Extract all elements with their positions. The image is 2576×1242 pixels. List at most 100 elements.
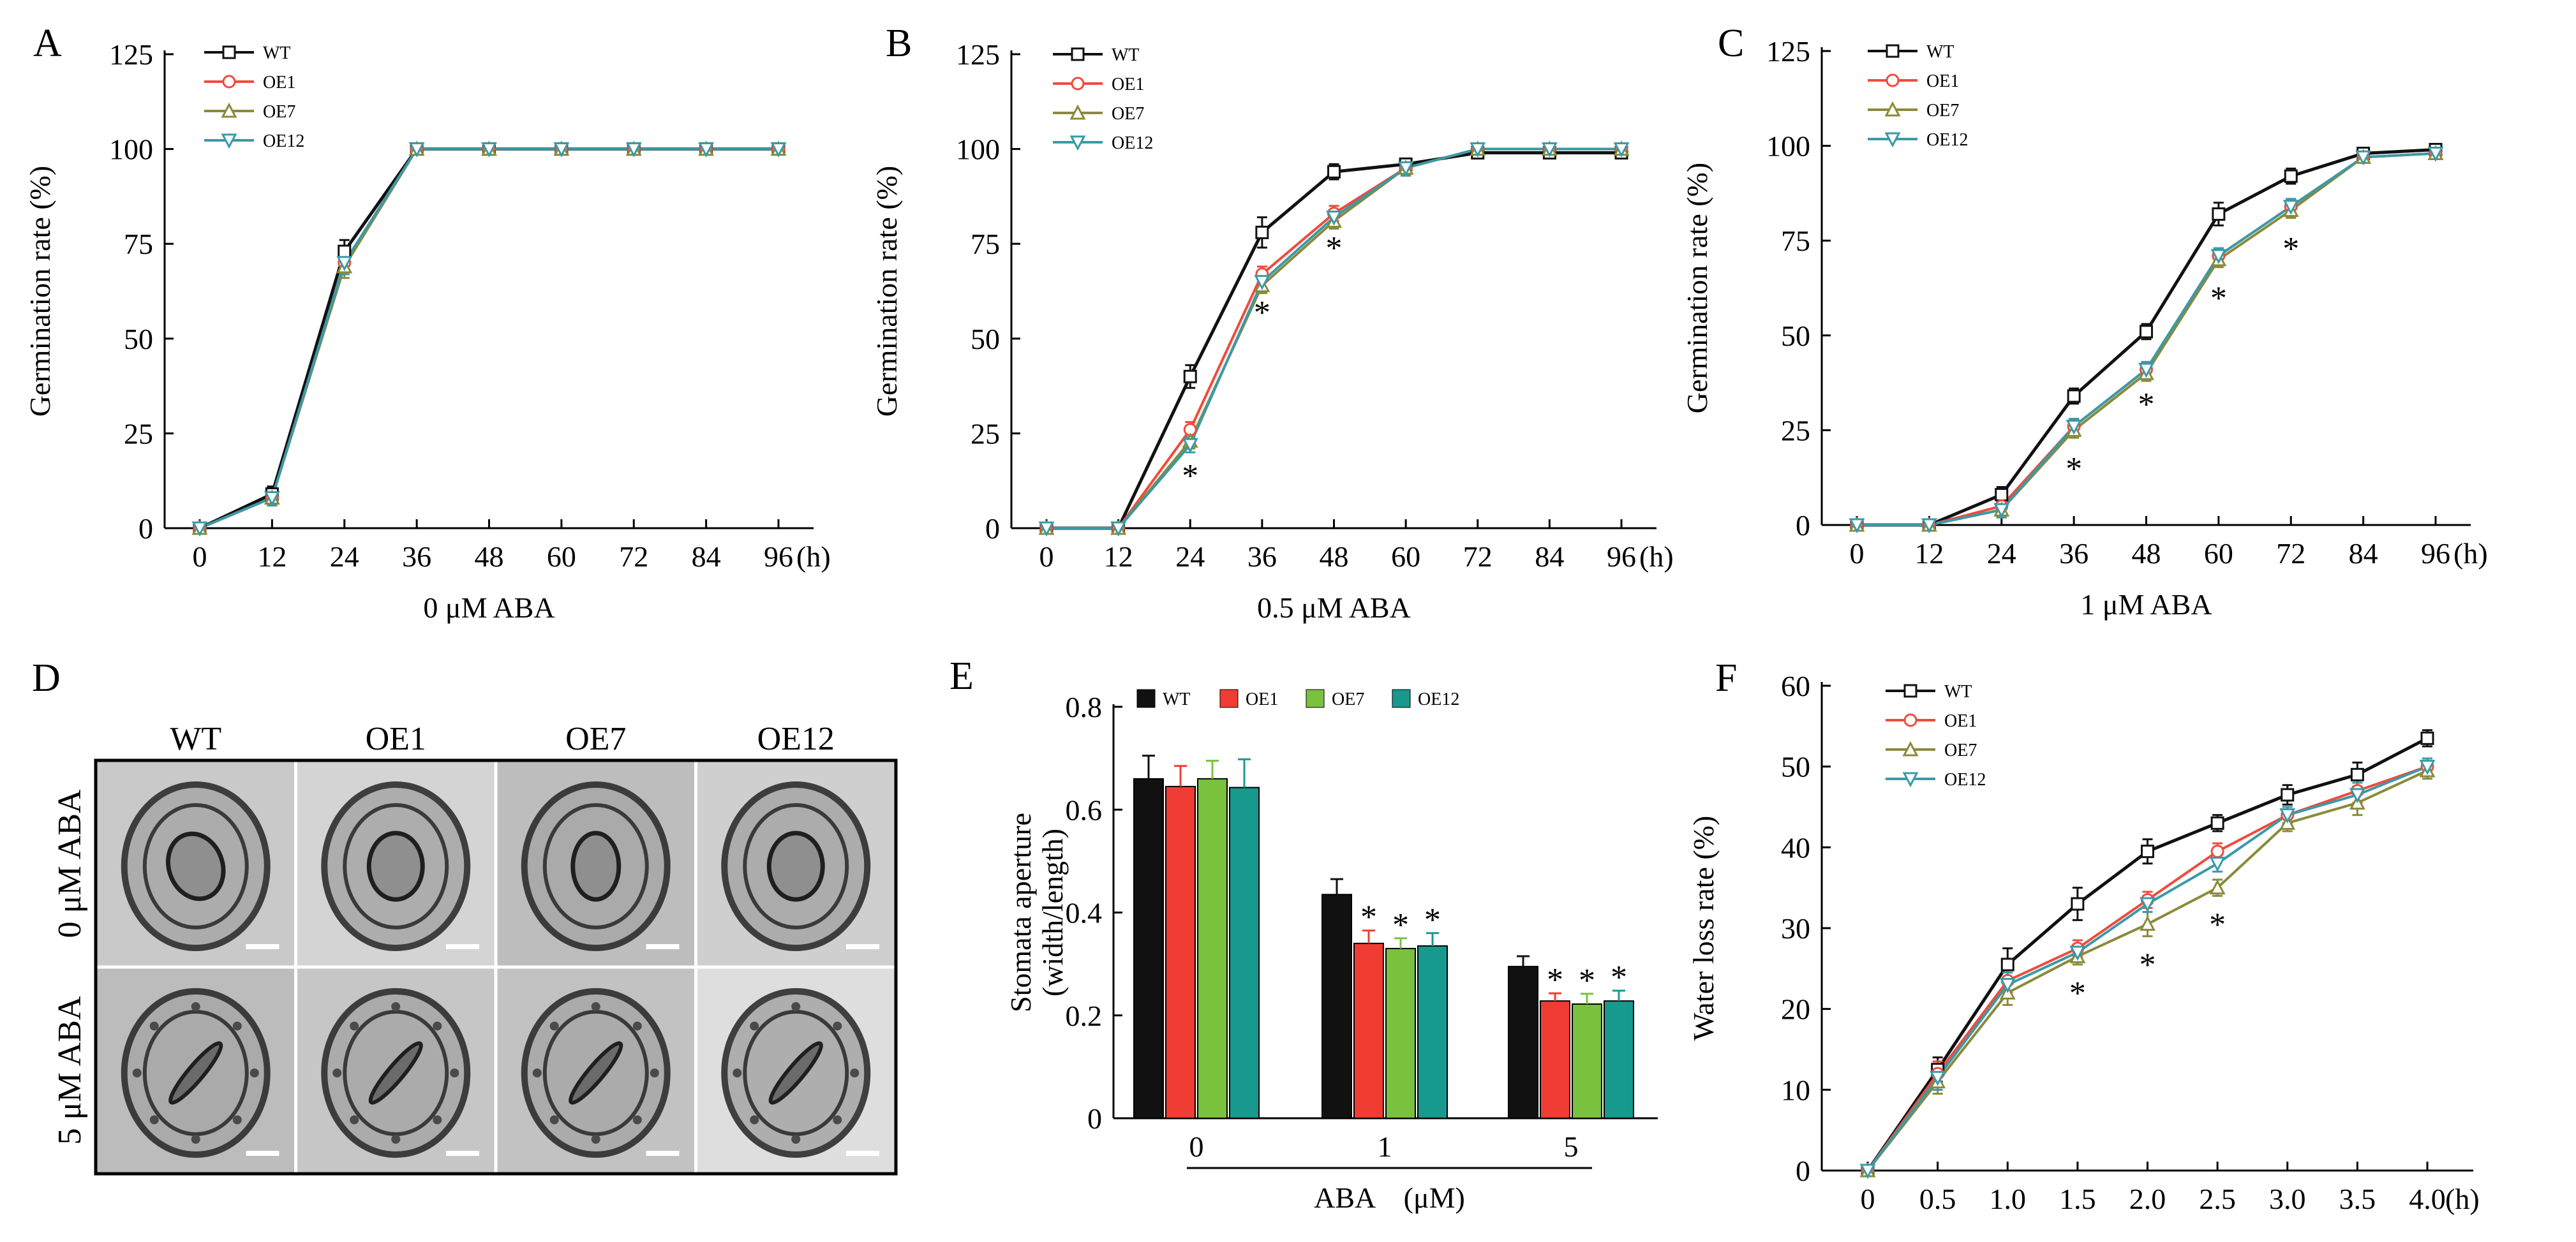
chloroplast (650, 1068, 659, 1077)
panel-letter: E (949, 654, 974, 698)
data-point-WT (2284, 169, 2298, 183)
y-tick-label: 0 (1087, 1102, 1102, 1135)
legend-marker-OE7 (1884, 101, 1901, 117)
x-tick-label: 48 (1320, 540, 1349, 573)
x-tick-label: 96 (1607, 540, 1636, 573)
data-point-WT (2212, 207, 2226, 221)
panel-E: E 0 0.2 0.4 0.6 0.8 Stomata aperture (width/len… (949, 654, 1658, 1214)
column-label: WT (170, 721, 221, 757)
data-point-OE12 (1110, 521, 1127, 537)
row-label: 5 μM ABA (52, 996, 88, 1144)
chloroplast (750, 1115, 759, 1125)
data-point-OE12 (264, 491, 280, 506)
y-tick-label: 0.8 (1066, 691, 1103, 723)
x-tick-label: 72 (619, 540, 648, 573)
data-point-OE7 (2140, 915, 2155, 931)
y-tick-label: 20 (1781, 993, 1810, 1026)
chloroplast (433, 1115, 442, 1125)
data-point-WT (2140, 325, 2153, 339)
legend-label: WT (1944, 682, 1972, 702)
data-point-OE12 (408, 142, 425, 158)
data-point-OE12 (1921, 518, 1937, 534)
stomatal-pore (368, 1041, 423, 1105)
data-point-OE12 (2282, 200, 2299, 215)
legend-label: OE7 (263, 102, 295, 122)
data-point-WT (338, 244, 352, 258)
micrograph-cell (295, 967, 496, 1174)
scale-bar (646, 1151, 680, 1156)
y-tick-label: 0 (138, 512, 153, 545)
legend-marker-WT (1903, 684, 1917, 698)
legend-swatch-OE12 (1392, 689, 1411, 708)
x-tick-label: 36 (402, 540, 431, 573)
x-tick-label: 0 (193, 540, 207, 573)
stomatal-pore (165, 831, 226, 901)
bar-WT (1322, 894, 1352, 1119)
significance-star: * (1360, 899, 1377, 936)
data-point-OE12 (2140, 897, 2155, 913)
bar-OE1 (1165, 785, 1196, 1119)
y-tick-label: 125 (956, 38, 1000, 71)
category-label: 0 (1189, 1130, 1204, 1163)
y-tick-label: 0 (1796, 509, 1810, 542)
x-tick-label: 48 (2132, 537, 2161, 570)
data-point-OE12 (1930, 1070, 1946, 1086)
x-tick-label: 60 (1391, 540, 1420, 573)
chloroplast (632, 1021, 642, 1031)
chloroplast (249, 1068, 259, 1077)
guard-cell-inner (142, 1010, 249, 1136)
chloroplast (833, 1115, 842, 1125)
guard-cell-inner (142, 803, 249, 929)
y-tick-label: 0.2 (1066, 1000, 1103, 1032)
x-tick-label: 60 (2204, 537, 2233, 570)
x-tick-label: 72 (1463, 540, 1493, 573)
guard-cell-inner (743, 803, 849, 929)
scale-bar (446, 1151, 479, 1156)
data-point-WT (2000, 957, 2014, 972)
data-point-OE12 (1541, 142, 1558, 158)
guard-cell-inner (343, 1010, 449, 1136)
data-point-OE1 (2210, 845, 2224, 859)
chloroplast (549, 1115, 559, 1125)
legend-label: OE7 (1944, 741, 1977, 760)
panel-letter: F (1715, 656, 1737, 700)
scale-bar (246, 1151, 279, 1156)
x-tick-label: 12 (1914, 537, 1944, 570)
legend-marker-OE12 (1884, 132, 1901, 148)
chloroplast (232, 1021, 242, 1031)
data-point-OE12 (2279, 808, 2296, 824)
y-tick-label: 0.6 (1066, 794, 1103, 826)
panel-F: F 0 10 20 30 40 50 60 0 0.5 1.0 1.5 2.0 2.5 3.0 3.5 4.0(… (1687, 656, 2480, 1215)
chloroplast (433, 1021, 442, 1031)
bar-OE12 (1229, 787, 1260, 1120)
data-point-OE12 (2066, 419, 2082, 435)
legend-marker-WT (1071, 47, 1085, 61)
significance-star: * (1579, 963, 1595, 999)
y-axis-title-line1: Stomata aperture (1004, 813, 1037, 1012)
x-tick-label: 3.5 (2339, 1183, 2376, 1215)
panel-letter: B (886, 22, 912, 65)
data-point-OE12 (553, 142, 570, 158)
x-tick-label: 96 (2421, 537, 2450, 570)
legend-label: WT (263, 43, 291, 63)
chloroplast (791, 1135, 801, 1144)
significance-star: * (1547, 962, 1563, 998)
x-axis-title: ABA (μM) (1314, 1181, 1465, 1214)
data-point-WT (2067, 389, 2081, 403)
significance-star: * (1611, 959, 1627, 996)
stomatal-pore (570, 831, 622, 902)
series-line-WT (198, 147, 778, 530)
micrograph-cell (96, 967, 296, 1174)
data-point-OE12 (2419, 760, 2436, 775)
legend-marker-WT (222, 45, 236, 59)
stomatal-pore (569, 1041, 623, 1105)
y-tick-label: 30 (1781, 912, 1810, 945)
series-line-OE1 (199, 147, 778, 529)
scale-bar (846, 944, 879, 949)
bar-OE12 (1417, 945, 1448, 1119)
x-tick-label: 4.0 (2409, 1183, 2446, 1215)
chloroplast (733, 1068, 742, 1077)
legend-swatch-WT (1136, 689, 1156, 708)
significance-star: * (1254, 295, 1270, 331)
bar-OE1 (1353, 942, 1384, 1119)
